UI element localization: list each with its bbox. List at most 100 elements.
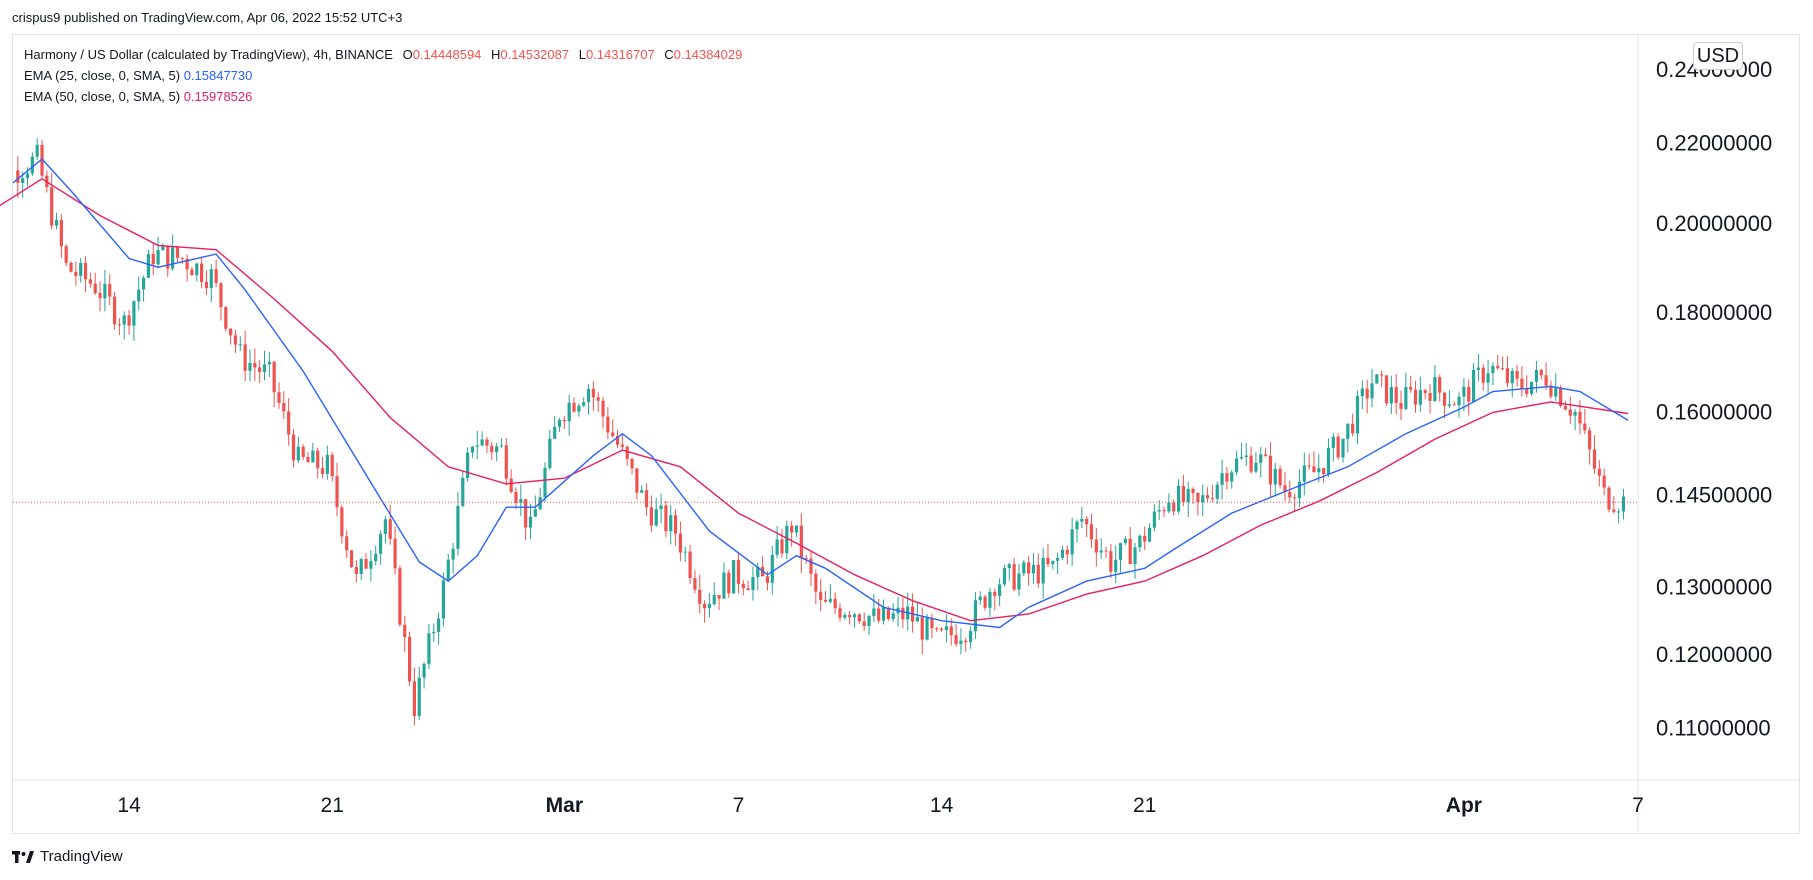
candle xyxy=(320,457,325,479)
candle xyxy=(1365,379,1369,414)
candle xyxy=(669,504,673,545)
candle xyxy=(335,462,339,517)
candle xyxy=(1249,446,1253,474)
legend-ema25-row[interactable]: EMA (25, close, 0, SMA, 5) 0.15847730 xyxy=(24,65,742,86)
candle xyxy=(1234,450,1239,476)
candle xyxy=(1259,446,1263,478)
candle xyxy=(1346,423,1350,453)
candle xyxy=(833,592,837,614)
candle xyxy=(751,566,755,601)
ema25-value: 0.15847730 xyxy=(183,68,253,83)
legend-ema50-row[interactable]: EMA (50, close, 0, SMA, 5) 0.15978526 xyxy=(24,86,742,107)
candle xyxy=(881,599,886,625)
candle xyxy=(1438,374,1442,402)
candle xyxy=(828,583,832,604)
candle xyxy=(161,243,165,251)
candle xyxy=(1244,443,1248,467)
candle xyxy=(345,530,349,559)
candle xyxy=(74,261,78,286)
candle xyxy=(1220,459,1224,500)
candle xyxy=(998,578,1002,606)
candle xyxy=(1133,542,1137,579)
candle xyxy=(736,551,741,594)
candle xyxy=(296,436,300,463)
candle xyxy=(1085,516,1089,538)
low-label: L xyxy=(578,47,586,62)
candle xyxy=(1012,557,1016,592)
candle xyxy=(654,497,658,527)
candle xyxy=(872,594,876,623)
candle xyxy=(316,447,320,479)
candle xyxy=(1070,517,1074,566)
ema50-value: 0.15978526 xyxy=(183,89,253,104)
candle xyxy=(524,499,528,541)
candle xyxy=(582,397,586,408)
candle xyxy=(780,529,784,558)
candle xyxy=(1525,375,1529,398)
candle xyxy=(219,282,223,321)
candle xyxy=(277,382,281,409)
candle xyxy=(620,434,624,450)
y-tick-label: 0.12000000 xyxy=(1656,642,1772,667)
candle xyxy=(1268,441,1273,498)
tradingview-brand[interactable]: TradingView xyxy=(12,848,123,865)
candle xyxy=(1496,354,1500,370)
candle xyxy=(349,550,354,569)
candle xyxy=(282,391,286,420)
candle xyxy=(456,491,460,556)
ema50-line xyxy=(0,177,1629,622)
candle xyxy=(877,598,881,623)
candle xyxy=(364,553,368,570)
candle xyxy=(1201,484,1205,517)
candle xyxy=(572,397,576,413)
candle xyxy=(461,471,465,508)
candle xyxy=(1423,388,1427,400)
candle xyxy=(973,591,978,639)
candle xyxy=(785,520,789,560)
chart-legend: Harmony / US Dollar (calculated by Tradi… xyxy=(24,44,742,107)
candle xyxy=(577,403,581,417)
candle xyxy=(862,612,866,632)
open-value: 0.14448594 xyxy=(412,47,482,62)
candle xyxy=(325,445,329,480)
candle xyxy=(683,546,687,563)
candle xyxy=(1452,401,1456,406)
candle xyxy=(1143,526,1147,550)
candle xyxy=(451,543,455,574)
candle xyxy=(98,281,102,312)
candle xyxy=(935,626,939,633)
candle xyxy=(1312,451,1316,473)
candle xyxy=(988,587,992,617)
candle xyxy=(1186,481,1190,518)
candle xyxy=(1002,564,1007,587)
candle xyxy=(944,614,949,643)
candle xyxy=(1486,359,1490,394)
candle xyxy=(103,269,107,312)
currency-selector[interactable]: USD xyxy=(1693,42,1743,70)
y-tick-label: 0.11000000 xyxy=(1656,716,1771,741)
candle xyxy=(978,591,982,605)
high-label: H xyxy=(491,47,501,62)
candle xyxy=(562,416,566,429)
candle xyxy=(1302,452,1306,496)
candle xyxy=(606,407,610,440)
candle xyxy=(233,329,238,353)
candle xyxy=(441,572,446,627)
candle xyxy=(1351,413,1355,437)
candle xyxy=(1080,506,1084,529)
candle xyxy=(688,544,692,584)
candle xyxy=(1612,496,1616,514)
candle xyxy=(200,256,204,289)
y-tick-label: 0.14500000 xyxy=(1656,482,1772,507)
candle xyxy=(311,442,315,463)
candle xyxy=(1109,543,1113,579)
candle xyxy=(1530,381,1534,397)
candle xyxy=(1264,447,1268,457)
candle xyxy=(954,624,958,647)
candle xyxy=(185,254,189,282)
candle xyxy=(761,556,765,577)
candle xyxy=(915,602,919,622)
candle xyxy=(722,562,726,599)
candle xyxy=(732,559,736,594)
